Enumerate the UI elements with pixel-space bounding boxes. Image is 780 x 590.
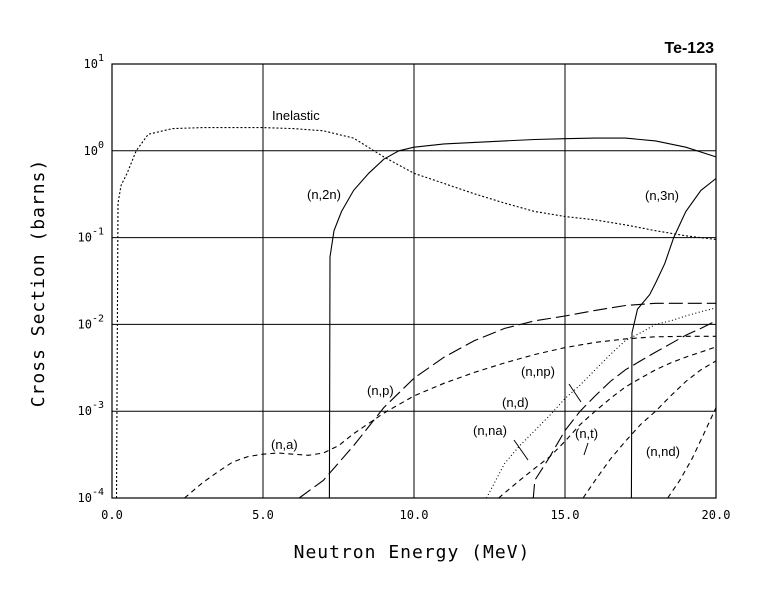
annotation-leader (583, 442, 589, 456)
x-tick-label: 10.0 (400, 508, 429, 522)
series-line-n-p (298, 302, 716, 499)
annotation-label: (n,a) (271, 437, 298, 452)
y-axis-label: Cross Section (barns) (28, 159, 49, 408)
x-tick-label: 20.0 (702, 508, 731, 522)
y-tick-label: 10-2 (78, 313, 105, 331)
annotation-label: (n,t) (575, 426, 598, 441)
annotation-leader (513, 439, 529, 461)
y-tick-base: 10 (78, 231, 92, 245)
y-tick-base: 10 (78, 491, 92, 505)
y-tick-label: 10-3 (78, 400, 105, 418)
y-tick-label: 10-1 (78, 227, 105, 245)
annotation-label: (n,3n) (645, 188, 679, 203)
series-line-n-nd (667, 407, 717, 499)
series-line-n-d (532, 320, 717, 499)
annotation-label: (n,p) (367, 383, 394, 398)
series-line-inelastic (115, 127, 717, 499)
x-axis-label: Neutron Energy (MeV) (294, 542, 531, 563)
y-tick-base: 10 (84, 57, 98, 71)
y-tick-label: 100 (84, 140, 104, 158)
annotation-leader (568, 383, 582, 403)
annotation-label: (n,na) (473, 423, 507, 438)
annotation-label: (n,d) (502, 395, 529, 410)
annotation-label: (n,nd) (646, 444, 680, 459)
annotation-label: (n,2n) (307, 187, 341, 202)
x-tick-label: 5.0 (252, 508, 274, 522)
annotation-label: (n,np) (521, 364, 555, 379)
annotation-label: Inelastic (272, 108, 320, 123)
y-tick-exponent: -4 (92, 487, 104, 498)
x-tick-labels: 0.0 5.0 10.0 15.0 20.0 (101, 508, 730, 522)
x-tick-label: 0.0 (101, 508, 123, 522)
y-tick-base: 10 (78, 317, 92, 331)
series-lines (115, 127, 717, 499)
series-line-n-3n (630, 178, 717, 499)
y-tick-base: 10 (84, 144, 98, 158)
y-tick-label: 101 (84, 53, 104, 71)
chart-title: Te-123 (664, 40, 714, 57)
x-tick-label: 15.0 (551, 508, 580, 522)
y-tick-base: 10 (78, 404, 92, 418)
plot-frame (111, 63, 717, 499)
series-line-n-t (582, 360, 717, 499)
y-tick-label: 10-4 (78, 487, 105, 505)
y-tick-exponent: 0 (98, 140, 104, 151)
y-tick-exponent: -2 (92, 313, 104, 324)
y-tick-exponent: 1 (98, 53, 104, 64)
series-line-n-2n (328, 137, 717, 499)
series-line-n-a (184, 335, 716, 499)
series-annotations: Inelastic (n,2n) (n,3n) (n,p) (n,a) (n,np) (n,… (271, 108, 680, 461)
y-tick-exponent: -3 (92, 400, 104, 411)
grid (112, 64, 716, 498)
y-tick-exponent: -1 (92, 227, 104, 238)
